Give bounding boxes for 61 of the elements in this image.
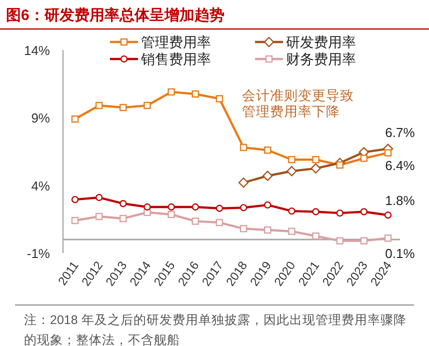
point [168, 210, 175, 218]
point [312, 208, 320, 216]
chart-title: 图6：研发费用率总体呈增加趋势 [6, 6, 224, 24]
point [310, 163, 321, 174]
point [192, 218, 199, 225]
point [312, 232, 320, 240]
point [288, 156, 296, 164]
data-label: 1.8% [385, 193, 416, 208]
point [360, 154, 368, 162]
point [216, 95, 224, 102]
point [144, 208, 151, 216]
point [120, 104, 127, 112]
legend-label: 管理费用率 [141, 34, 211, 50]
point [71, 216, 79, 224]
point [336, 237, 344, 244]
y-tick-label: 9% [31, 110, 50, 126]
point [360, 237, 368, 244]
point [240, 204, 248, 212]
point [286, 166, 297, 176]
legend-label: 财务费用率 [286, 51, 356, 67]
y-tick-label: 4% [31, 178, 50, 194]
data-label: 6.7% [385, 124, 416, 140]
point [336, 161, 344, 169]
point [95, 212, 103, 220]
data-label: 0.1% [385, 246, 416, 262]
point [336, 209, 344, 217]
text: 注：2018 年及之后的研发费用单独披露，因此出现管理费用率骤降的现象；整体法，不含舰船 [24, 312, 408, 346]
point [168, 203, 175, 211]
data-label: 6.4% [385, 158, 416, 173]
point [360, 208, 368, 216]
point [120, 200, 127, 208]
point [288, 228, 296, 235]
point [264, 201, 272, 209]
point [168, 88, 175, 96]
point [144, 203, 151, 211]
point [240, 225, 248, 232]
point [384, 234, 392, 242]
point [71, 196, 79, 204]
point [216, 204, 224, 212]
point [262, 170, 273, 181]
point [192, 90, 199, 98]
point [264, 146, 272, 154]
point [71, 115, 79, 123]
point [95, 102, 103, 110]
legend-label: 研发费用率 [286, 34, 356, 50]
point [216, 218, 224, 226]
y-tick-label: -1% [26, 246, 50, 261]
point [238, 178, 249, 188]
legend-label: 销售费用率 [140, 51, 211, 67]
point [240, 144, 248, 152]
point [384, 149, 392, 156]
annotation: 会计准则变更导致管理费用率下降 [242, 88, 355, 120]
point [120, 214, 127, 222]
point [384, 212, 392, 219]
point [264, 226, 272, 234]
point [312, 156, 320, 164]
point [288, 207, 296, 215]
point [95, 194, 103, 202]
point [144, 102, 151, 110]
point [192, 203, 199, 211]
y-tick-label: 14% [24, 43, 50, 58]
